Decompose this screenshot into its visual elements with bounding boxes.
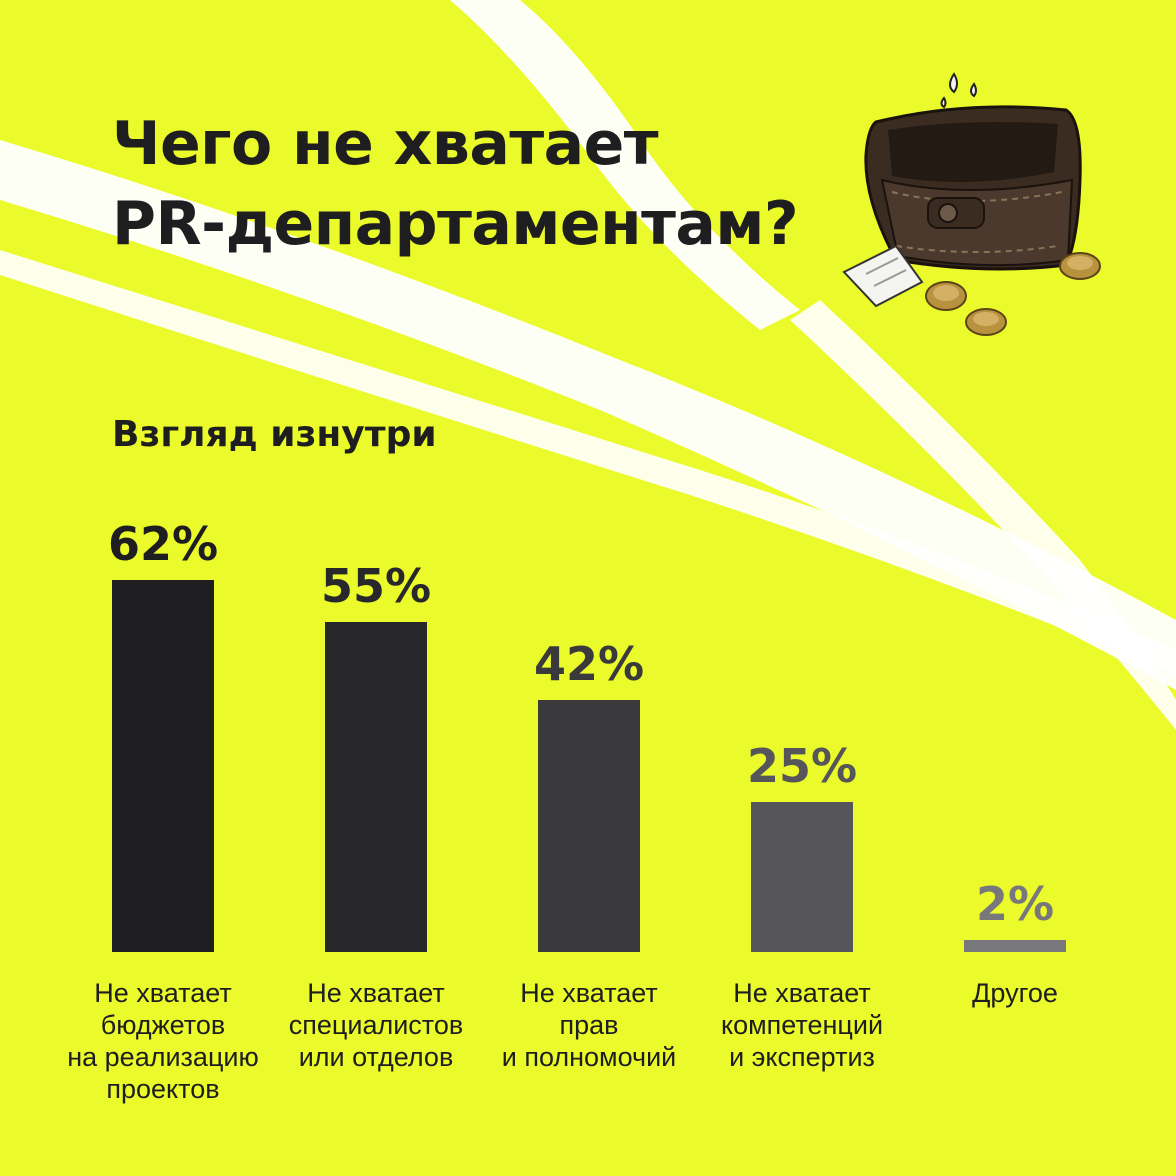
coin-icon bbox=[925, 252, 1101, 336]
bar-value-label-4: 25% bbox=[747, 739, 857, 793]
bar-5 bbox=[964, 940, 1066, 952]
bar-1 bbox=[112, 580, 214, 952]
category-label-line: и полномочий bbox=[502, 1042, 677, 1072]
bar-value-label-3: 42% bbox=[534, 637, 644, 691]
category-label-line: Другое bbox=[972, 978, 1058, 1008]
category-label-line: специалистов bbox=[289, 1010, 463, 1040]
category-label-line: Не хватает bbox=[307, 978, 445, 1008]
chart-subtitle: Взгляд изнутри bbox=[112, 414, 437, 455]
streak-right bbox=[790, 300, 1176, 730]
category-label-line: Не хватает bbox=[733, 978, 871, 1008]
bar-value-label-5: 2% bbox=[976, 877, 1054, 931]
category-label-line: компетенций bbox=[721, 1010, 883, 1040]
category-label-line: и экспертиз bbox=[729, 1042, 875, 1072]
category-label-line: Не хватает bbox=[94, 978, 232, 1008]
category-label-line: Не хватает bbox=[520, 978, 658, 1008]
bar-value-label-2: 55% bbox=[321, 559, 431, 613]
bar-2 bbox=[325, 622, 427, 952]
category-label-line: проектов bbox=[106, 1074, 219, 1104]
drop-icon bbox=[940, 72, 977, 109]
receipt-icon bbox=[842, 244, 924, 308]
title-line-2: PR-департаментам? bbox=[112, 189, 799, 259]
category-label-line: или отделов bbox=[299, 1042, 454, 1072]
category-label-line: прав bbox=[560, 1010, 619, 1040]
streak-top bbox=[450, 0, 800, 330]
bar-value-label-1: 62% bbox=[108, 517, 218, 571]
bar-3 bbox=[538, 700, 640, 952]
category-label-3: Не хватает прав и полномочий bbox=[502, 978, 677, 1072]
category-label-4: Не хватает компетенций и экспертиз bbox=[721, 978, 883, 1072]
bar-4 bbox=[751, 802, 853, 952]
category-label-2: Не хватает специалистов или отделов bbox=[289, 978, 463, 1072]
streak-upper bbox=[0, 140, 1176, 690]
category-label-line: на реализацию bbox=[67, 1042, 259, 1072]
wallet-illustration bbox=[842, 72, 1101, 336]
streak-lower bbox=[0, 250, 1176, 675]
category-label-1: Не хватает бюджетов на реализацию проектов bbox=[67, 978, 259, 1104]
category-label-5: Другое bbox=[972, 978, 1058, 1008]
title-line-1: Чего не хватает bbox=[112, 109, 659, 179]
page-title: Чего не хватает PR-департаментам? bbox=[112, 104, 799, 264]
category-label-line: бюджетов bbox=[101, 1010, 225, 1040]
